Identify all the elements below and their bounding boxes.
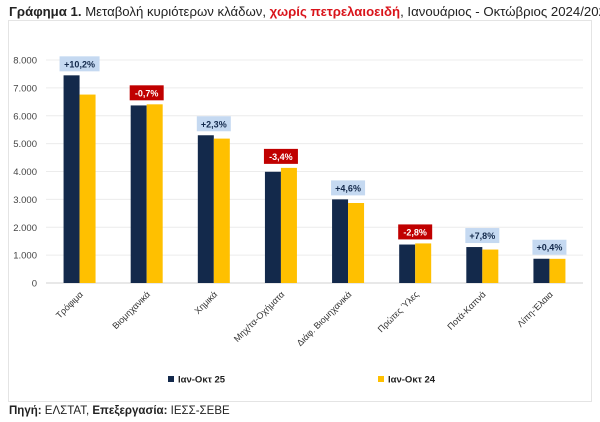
bar-2025 [197,135,214,283]
change-badge [196,116,231,132]
change-label: +2,3% [201,119,227,129]
y-tick-label: 1.000 [13,251,37,262]
legend-label: Ιαν-Οκτ 25 [178,375,226,386]
legend-swatch [378,376,384,382]
y-tick-label: 2.000 [13,223,37,234]
title-text-end: , Ιανουάριος - Οκτώβριος 2024/2025 [400,4,600,19]
processing-text: ΙΕΣΣ-ΣΕΒΕ [167,405,230,417]
change-label: -2,8% [403,227,427,237]
title-text: Μεταβολή κυριότερων κλάδων, [81,4,270,19]
bar-2025 [399,244,416,283]
bar-2024 [482,249,499,283]
processing-label: Επεξεργασία: [92,405,168,417]
source-label: Πηγή: [9,405,42,417]
legend-label: Ιαν-Οκτ 24 [388,375,436,386]
legend-swatch [168,376,174,382]
title-label: Γράφημα 1. [9,4,82,19]
y-tick-label: 0 [32,279,37,290]
bar-2024 [280,167,297,283]
change-label: +4,6% [335,183,361,193]
bar-2025 [332,199,349,283]
change-label: +0,4% [537,243,563,253]
change-badge [532,239,567,255]
chart-title: Γράφημα 1. Μεταβολή κυριότερων κλάδων, χ… [9,4,600,19]
change-badge [465,228,500,244]
change-label: -3,4% [269,152,293,162]
bar-2024 [549,258,566,283]
change-label: +7,8% [469,231,495,241]
bar-2024 [79,94,96,283]
bar-2024 [146,104,163,283]
change-label: +10,2% [64,59,95,69]
change-badge [263,148,298,164]
change-badge [129,85,164,101]
bar-2024 [415,243,432,283]
change-badge [59,56,100,72]
title-highlight: χωρίς πετρελαιοειδή [269,4,401,19]
bar-2024 [348,202,365,283]
bar-chart: 0 1.000 2.000 3.000 4.000 5.000 6.000 7.000 8.00… [13,56,583,386]
source-text: ΕΛΣΤΑΤ, [41,405,93,417]
y-tick-label: 3.000 [13,195,37,206]
change-badge [331,180,366,196]
bar-2025 [533,258,550,283]
chart-frame [8,20,592,402]
bar-2025 [130,105,147,283]
y-tick-label: 8.000 [13,56,37,67]
bar-2025 [466,247,483,283]
bar-2025 [264,171,281,283]
y-tick-label: 6.000 [13,111,37,122]
bar-2025 [63,75,80,283]
source-note: Πηγή: ΕΛΣΤΑΤ, Επεξεργασία: ΙΕΣΣ-ΣΕΒΕ [9,405,230,417]
y-tick-label: 4.000 [13,167,37,178]
bar-2024 [213,138,230,283]
y-tick-label: 7.000 [13,83,37,94]
y-tick-label: 5.000 [13,139,37,150]
change-badge [398,224,433,240]
change-label: -0,7% [135,88,159,98]
